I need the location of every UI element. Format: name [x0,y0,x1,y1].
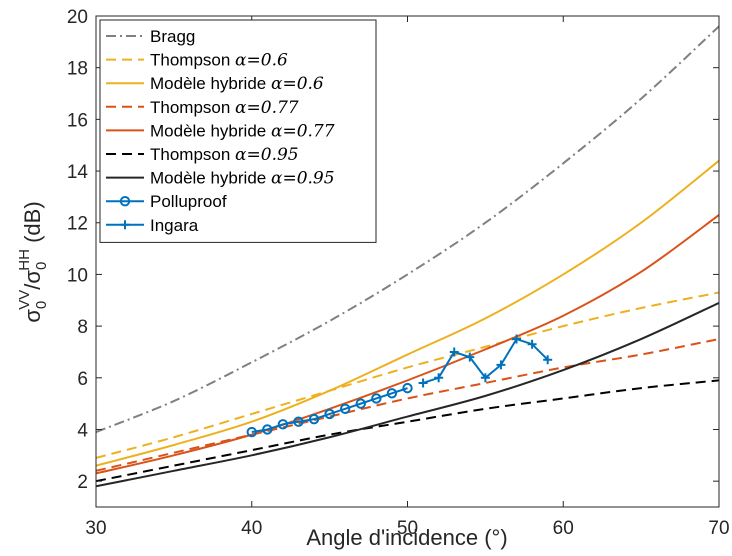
y-tick-label: 20 [67,7,88,28]
data-point-8-5 [496,360,506,370]
legend-marker-7 [119,196,131,207]
x-tick-label: 60 [553,518,574,539]
series-line-6 [96,301,719,488]
y-label-sub-vv: 0 [33,301,50,309]
x-tick-label: 50 [397,518,418,539]
data-point-7-1 [262,424,273,435]
legend-label-1: Thompson α=0.6 [150,51,288,71]
y-tick-label: 2 [77,472,88,493]
legend-label-3: Thompson α=0.77 [150,98,299,118]
data-point-8-8 [543,355,553,365]
series-group [96,25,719,488]
data-point-7-3 [293,416,304,427]
data-point-8-4 [480,373,490,383]
legend: Bragg Thompson α=0.6 Modèle hybride α=0.6 T… [99,19,377,243]
data-point-8-2 [449,347,459,357]
legend-label-7: Polluproof [150,192,227,211]
legend-label-0: Bragg [150,27,195,46]
y-tick-label: 10 [67,265,88,286]
data-point-8-1 [434,373,444,383]
x-axis-label: Angle d'incidence (°) [306,525,507,550]
y-label-sigma-vv: σ [20,309,45,323]
legend-label-8: Ingara [150,216,199,235]
legend-label-2: Modèle hybride α=0.6 [150,74,324,94]
series-line-4 [96,214,719,475]
y-label-sup-hh: HH [16,249,33,271]
data-point-8-7 [527,339,537,349]
y-tick-label: 8 [77,317,88,338]
legend-label-4: Modèle hybride α=0.77 [150,121,335,141]
data-point-7-0 [246,426,257,438]
legend-label-5: Thompson α=0.95 [150,145,299,165]
data-point-7-9 [386,388,398,399]
data-point-7-10 [402,382,413,394]
y-tick-label: 16 [67,110,88,131]
data-point-8-6 [512,334,522,344]
data-point-8-3 [465,352,475,362]
legend-box [99,19,377,243]
data-point-7-2 [277,419,289,430]
series-line-5 [96,379,719,483]
data-point-7-4 [308,413,320,425]
x-tick-label: 30 [85,518,106,539]
y-label-slash: / [20,283,45,290]
series-line-0 [96,25,719,433]
data-point-7-6 [340,403,351,414]
y-label-sup-vv: VV [16,290,33,310]
series-line-3 [96,338,719,472]
axes: 30 40 50 60 70 2 4 6 8 10 12 14 16 18 20 [67,7,730,539]
x-tick-label: 70 [708,518,729,539]
y-tick-label: 18 [67,59,88,80]
data-point-7-5 [324,408,335,420]
y-tick-label: 12 [67,214,88,235]
y-label-unit: (dB) [20,201,45,249]
y-label-sigma-hh: σ [20,270,45,284]
series-line-1 [96,291,719,459]
y-axis-label: σ0VV/σ0HH (dB) [16,201,50,322]
y-tick-label: 14 [67,162,89,183]
series-line-2 [96,159,719,467]
legend-label-6: Modèle hybride α=0.95 [150,169,335,189]
y-label-sub-hh: 0 [33,262,50,270]
y-tick-label: 4 [77,420,88,441]
series-line-7 [251,387,408,434]
data-point-8-0 [418,378,428,388]
y-tick-label: 6 [77,369,88,390]
data-point-7-8 [371,393,382,404]
data-point-7-7 [355,398,366,409]
x-tick-label: 40 [241,518,262,539]
legend-marker-8 [120,220,130,230]
